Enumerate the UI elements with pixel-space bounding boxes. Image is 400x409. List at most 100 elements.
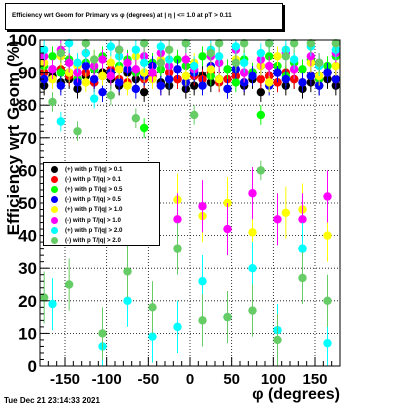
data-point bbox=[106, 42, 116, 51]
y-tick-label: 90 bbox=[18, 64, 37, 83]
data-point bbox=[306, 71, 316, 81]
data-point bbox=[64, 58, 74, 68]
x-tick-label: -150 bbox=[50, 371, 80, 388]
data-point bbox=[281, 52, 291, 61]
data-point bbox=[73, 58, 82, 68]
data-point bbox=[131, 84, 141, 94]
data-point bbox=[73, 68, 82, 77]
data-point bbox=[231, 42, 241, 51]
data-point bbox=[156, 42, 166, 51]
data-point bbox=[173, 65, 182, 74]
legend-entry: (-) with p T/|q| > 0.1 bbox=[44, 175, 161, 185]
legend-marker-icon bbox=[51, 206, 58, 214]
data-point bbox=[248, 189, 257, 198]
data-point bbox=[39, 45, 49, 54]
legend-entry: (+) with p T/|q| > 0.1 bbox=[44, 165, 161, 175]
legend-entry: (-) with p T/|q| > 1.0 bbox=[44, 216, 161, 226]
data-point bbox=[306, 39, 316, 48]
data-point bbox=[64, 39, 74, 48]
data-point bbox=[181, 55, 191, 64]
data-point bbox=[64, 68, 74, 77]
legend-marker-icon bbox=[51, 166, 58, 173]
data-point bbox=[89, 74, 99, 84]
data-point bbox=[256, 48, 266, 58]
data-point bbox=[214, 39, 224, 48]
legend-label: (+) with p T/|q| > 2.0 bbox=[65, 226, 123, 234]
data-point bbox=[189, 110, 199, 120]
data-point bbox=[156, 81, 166, 90]
x-tick-label: -100 bbox=[92, 371, 122, 388]
x-tick-label: -50 bbox=[137, 371, 159, 388]
x-tick-label: 100 bbox=[261, 371, 286, 388]
data-point bbox=[139, 58, 149, 68]
data-point bbox=[298, 244, 307, 253]
data-point bbox=[148, 68, 157, 77]
data-point bbox=[281, 208, 291, 217]
data-point bbox=[39, 293, 49, 302]
series-group bbox=[39, 39, 341, 366]
data-point bbox=[164, 74, 174, 84]
data-point bbox=[73, 127, 82, 136]
data-point bbox=[123, 267, 132, 276]
y-tick-label: 20 bbox=[18, 292, 37, 311]
legend-marker-icon bbox=[51, 186, 58, 194]
data-point bbox=[173, 322, 182, 332]
data-point bbox=[148, 332, 157, 341]
data-point bbox=[56, 48, 66, 58]
data-point bbox=[331, 61, 341, 71]
data-point bbox=[223, 84, 232, 94]
data-point bbox=[81, 78, 91, 87]
data-point bbox=[248, 306, 257, 315]
data-point bbox=[139, 87, 149, 97]
y-tick-label: 30 bbox=[18, 259, 37, 278]
y-tick-label: 60 bbox=[18, 161, 37, 180]
data-point bbox=[114, 78, 124, 87]
data-point bbox=[173, 74, 182, 84]
y-tick-label: 50 bbox=[18, 194, 37, 213]
data-point bbox=[56, 68, 66, 77]
data-point bbox=[198, 81, 207, 90]
data-point bbox=[123, 296, 132, 305]
data-point bbox=[273, 78, 282, 87]
x-tick-label: 50 bbox=[223, 371, 240, 388]
legend-entry: (-) with p T/|q| > 0.5 bbox=[44, 195, 161, 205]
data-point bbox=[98, 71, 107, 81]
data-point bbox=[173, 215, 182, 224]
data-point bbox=[239, 78, 249, 87]
legend-marker-icon bbox=[51, 236, 58, 244]
legend-marker-icon bbox=[51, 226, 58, 234]
data-point bbox=[248, 71, 257, 81]
data-point bbox=[256, 87, 266, 97]
data-point bbox=[323, 192, 332, 201]
data-point bbox=[131, 114, 141, 123]
data-point bbox=[264, 61, 274, 71]
legend-label: (-) with p T/|q| > 0.1 bbox=[65, 176, 121, 184]
y-axis-title: Efficiency wrt Geom (%) bbox=[4, 40, 23, 236]
data-point bbox=[181, 71, 191, 81]
data-point bbox=[223, 65, 232, 74]
data-point bbox=[273, 68, 282, 77]
data-point bbox=[48, 65, 57, 74]
data-point bbox=[264, 39, 274, 48]
data-point bbox=[231, 58, 241, 68]
legend-marker-icon bbox=[51, 216, 58, 224]
data-point bbox=[131, 45, 141, 54]
data-point bbox=[256, 110, 266, 120]
legend-entry: (+) with p T/|q| > 1.0 bbox=[44, 205, 161, 215]
y-tick-label: 70 bbox=[18, 129, 37, 148]
data-point bbox=[89, 94, 99, 103]
data-point bbox=[331, 39, 341, 48]
legend-label: (+) with p T/|q| > 1.0 bbox=[65, 206, 123, 214]
data-point bbox=[81, 39, 91, 48]
data-point bbox=[131, 65, 141, 74]
data-point bbox=[289, 39, 299, 48]
data-point bbox=[106, 58, 116, 68]
data-point bbox=[56, 81, 66, 90]
data-point bbox=[73, 78, 82, 87]
data-point bbox=[214, 52, 224, 61]
data-point bbox=[223, 224, 232, 234]
data-point bbox=[139, 123, 149, 133]
data-point bbox=[198, 202, 207, 211]
y-tick-label: 100 bbox=[9, 31, 37, 50]
